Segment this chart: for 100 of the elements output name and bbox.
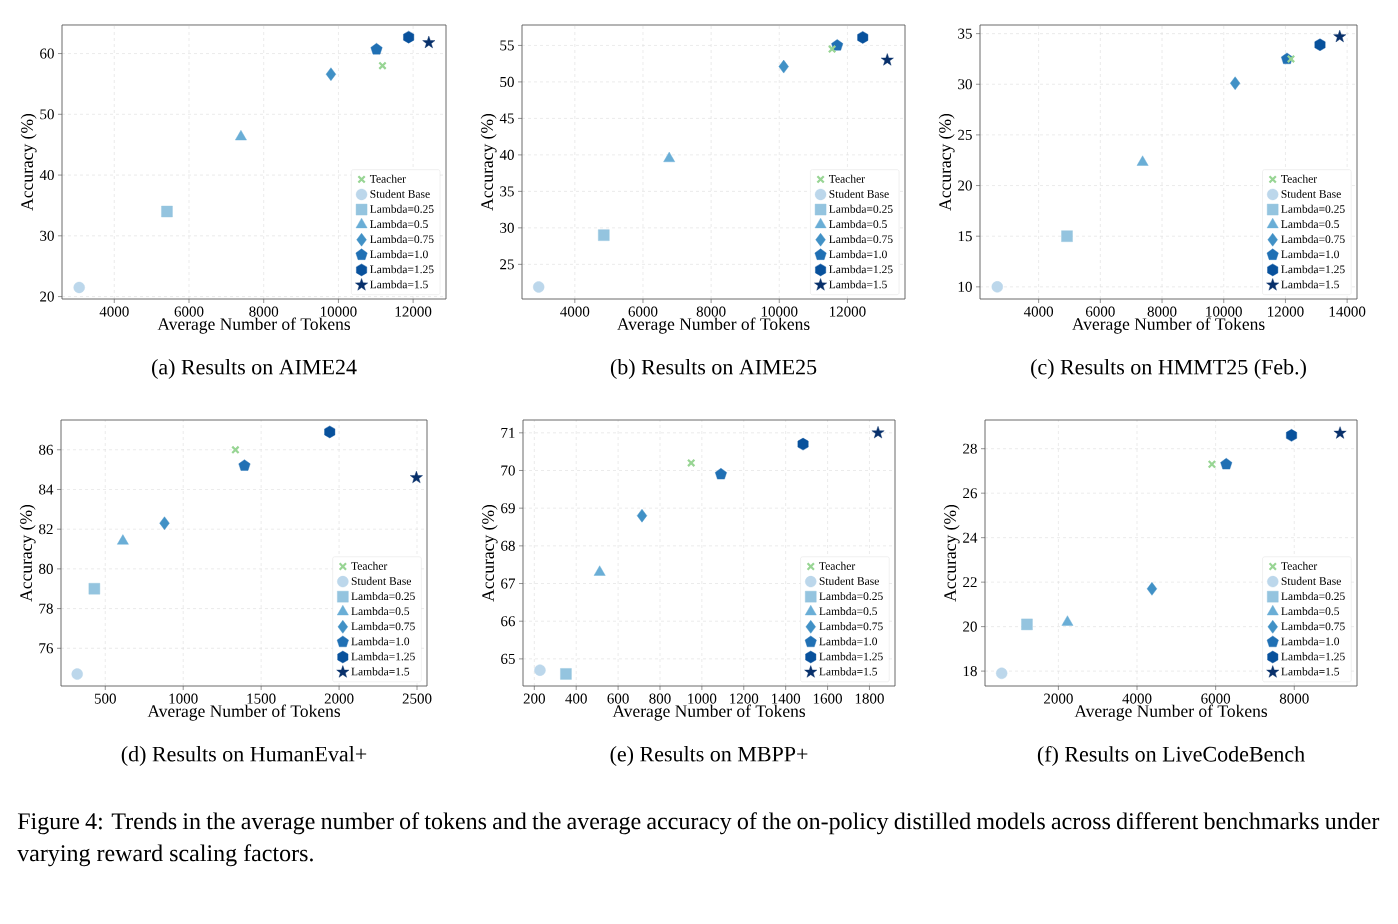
point	[797, 437, 809, 451]
legend-label: Lambda=0.75	[1281, 234, 1345, 244]
y-tick-label: 18	[963, 666, 977, 677]
y-tick-label: 15	[958, 231, 972, 242]
x-tick-label: 2000	[324, 693, 354, 704]
legend-label: Lambda=0.5	[1281, 607, 1340, 616]
point	[1146, 582, 1158, 596]
legend-label: Lambda=0.5	[829, 219, 887, 229]
y-tick-label: 60	[40, 48, 54, 59]
x-tick-label: 8000	[1279, 693, 1309, 704]
legend-label: Lambda=1.25	[1281, 652, 1345, 661]
legend-label: Lambda=1.25	[1281, 265, 1345, 274]
legend-label: Lambda=1.25	[829, 265, 893, 274]
y-tick-label: 80	[39, 563, 53, 574]
y-tick-label: 30	[500, 222, 514, 233]
point	[778, 59, 789, 74]
point	[1314, 38, 1326, 51]
legend-label: Lambda=0.75	[370, 234, 434, 244]
y-tick-label: 69	[501, 503, 515, 514]
y-tick-label: 65	[501, 653, 515, 664]
y-tick-label: 84	[39, 484, 54, 495]
y-axis-title: Accuracy (%)	[480, 113, 497, 211]
legend-label: Lambda=1.5	[1281, 667, 1340, 676]
y-tick-label: 71	[501, 427, 515, 438]
y-tick-label: 50	[500, 76, 514, 87]
text: (d) Results on HumanEval+	[121, 746, 367, 766]
y-tick-label: 20	[40, 291, 54, 302]
legend-label: Teacher	[369, 174, 406, 183]
y-tick-label: 76	[39, 643, 54, 654]
point	[827, 44, 837, 54]
legend-label: Lambda=0.5	[351, 607, 410, 616]
text: (b) Results on AIME25	[610, 359, 817, 379]
y-axis-title: Accuracy (%)	[938, 113, 955, 211]
x-tick-label: 1800	[855, 693, 884, 704]
x-tick-label: 1000	[169, 693, 198, 704]
point	[1061, 230, 1073, 242]
x-axis-title: Average Number of Tokens	[147, 704, 341, 721]
point	[534, 664, 546, 676]
point	[663, 151, 676, 162]
y-tick-label: 30	[40, 230, 54, 241]
x-tick-label: 800	[649, 693, 671, 704]
x-tick-label: 1200	[730, 693, 759, 704]
legend-label: Lambda=0.5	[819, 607, 878, 616]
x-axis-title: Average Number of Tokens	[612, 704, 806, 721]
point	[871, 426, 885, 439]
x-tick-label: 12000	[395, 306, 432, 317]
x-tick-label: 12000	[1268, 306, 1304, 317]
x-tick-label: 4000	[99, 306, 129, 317]
point	[1220, 458, 1233, 470]
y-tick-label: 20	[958, 180, 972, 191]
y-tick-label: 26	[963, 488, 978, 499]
y-tick-label: 45	[499, 113, 514, 124]
y-tick-label: 35	[958, 28, 972, 39]
point	[715, 468, 727, 480]
x-tick-label: 4000	[1023, 306, 1054, 317]
legend-label: Teacher	[819, 561, 856, 570]
point	[1230, 76, 1241, 90]
x-tick-label: 1000	[688, 693, 717, 704]
legend-label: Lambda=0.25	[819, 591, 883, 601]
x-tick-label: 600	[607, 693, 629, 704]
x-axis-title: Average Number of Tokens	[157, 317, 351, 334]
x-tick-label: 8000	[696, 306, 726, 317]
point	[995, 667, 1008, 680]
legend-label: Teacher	[1281, 174, 1318, 183]
point	[686, 458, 696, 468]
point	[422, 35, 436, 49]
x-tick-label: 2000	[1044, 693, 1073, 704]
x-tick-label: 1400	[771, 693, 801, 704]
x-tick-label: 6000	[174, 306, 204, 317]
point	[831, 39, 844, 51]
x-tick-label: 4000	[1122, 693, 1152, 704]
legend-label: Student Base	[1281, 576, 1341, 585]
x-tick-label: 8000	[249, 306, 279, 317]
point	[325, 67, 337, 81]
legend-label: Lambda=1.0	[1281, 250, 1339, 259]
x-tick-label: 6000	[1085, 306, 1115, 317]
x-tick-label: 10000	[1206, 306, 1242, 317]
text: (a) Results on AIME24	[152, 359, 357, 379]
point	[636, 509, 648, 523]
text: (c) Results on HMMT25 (Feb.)	[1031, 359, 1306, 379]
y-tick-label: 67	[501, 578, 516, 589]
point	[1286, 54, 1296, 64]
point	[117, 534, 129, 545]
y-tick-label: 82	[39, 524, 53, 535]
legend-label: Lambda=1.25	[351, 652, 415, 661]
legend-label: Lambda=1.5	[370, 280, 428, 289]
y-tick-label: 86	[39, 444, 54, 455]
legend-label: Lambda=0.75	[351, 622, 415, 631]
point	[598, 229, 610, 241]
legend-label: Lambda=1.5	[351, 667, 410, 676]
point	[159, 516, 170, 530]
legend-label: Student Base	[1281, 189, 1341, 198]
point	[161, 205, 173, 218]
y-tick-label: 55	[500, 40, 514, 51]
legend-label: Lambda=1.25	[370, 265, 434, 274]
point	[403, 30, 415, 44]
legend-label: Lambda=0.25	[829, 204, 893, 213]
point	[71, 668, 83, 680]
legend-label: Lambda=1.5	[819, 667, 878, 676]
legend-label: Lambda=0.75	[819, 622, 883, 631]
